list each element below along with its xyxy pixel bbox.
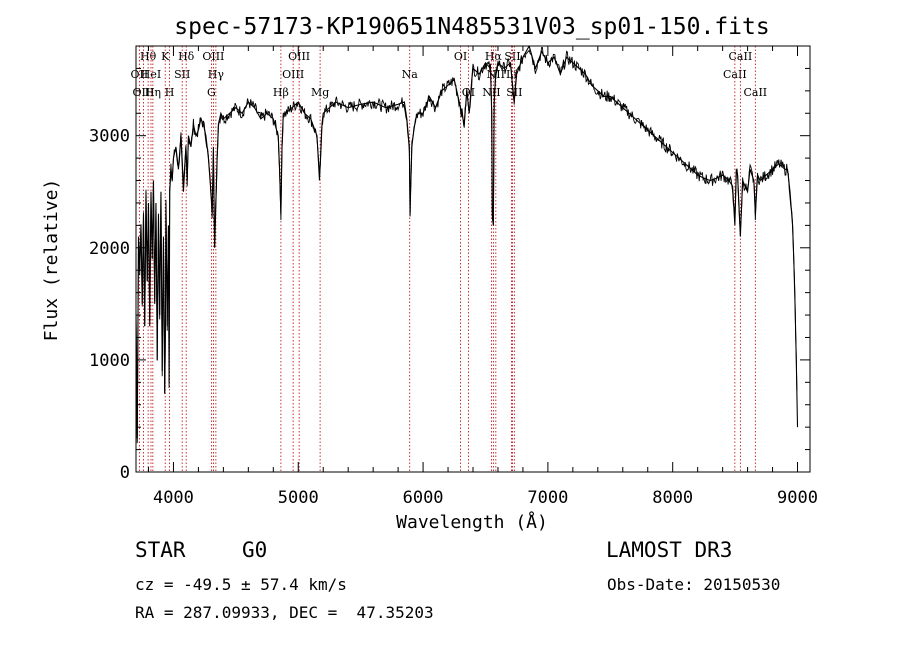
x-tick-label-2: 6000 <box>403 488 444 508</box>
marker-label-11: G <box>207 86 216 99</box>
marker-label-12: Hβ <box>273 86 289 99</box>
y-tick-label-1: 1000 <box>89 351 130 371</box>
marker-label-9: OIII <box>202 50 224 63</box>
marker-label-7: SII <box>174 68 190 81</box>
x-axis-label: Wavelength (Å) <box>396 511 548 533</box>
marker-label-3: HeI <box>141 68 161 81</box>
observation-date: Obs-Date: 20150530 <box>607 575 781 594</box>
marker-label-22: SII <box>504 50 520 63</box>
y-tick-label-3: 3000 <box>89 127 130 147</box>
x-tick-label-5: 9000 <box>777 488 818 508</box>
marker-label-15: Mg <box>311 86 329 99</box>
ra-dec: RA = 287.09933, DEC = 47.35203 <box>135 603 434 622</box>
marker-label-13: OIII <box>282 68 304 81</box>
marker-label-10: Hγ <box>208 68 225 81</box>
marker-label-25: CaII <box>723 68 747 81</box>
x-tick-label-1: 5000 <box>278 488 319 508</box>
marker-label-0: Hθ <box>140 50 157 63</box>
plot-area <box>136 46 799 444</box>
marker-label-2: OIII <box>132 86 154 99</box>
y-axis-label: Flux (relative) <box>41 179 62 342</box>
y-tick-label-2: 2000 <box>89 239 130 259</box>
survey-name: LAMOST DR3 <box>606 538 733 562</box>
marker-label-6: H <box>165 86 175 99</box>
redshift-cz: cz = -49.5 ± 57.4 km/s <box>135 575 347 594</box>
marker-label-8: Hδ <box>178 50 195 63</box>
x-tick-label-3: 7000 <box>527 488 568 508</box>
marker-label-4: Hη <box>145 86 161 99</box>
marker-label-26: CaII <box>729 50 753 63</box>
chart-title: spec-57173-KP190651N485531V03_sp01-150.f… <box>174 14 769 40</box>
marker-label-14: OIII <box>288 50 310 63</box>
object-subclass: G0 <box>242 538 268 562</box>
marker-label-27: CaII <box>743 86 767 99</box>
series-flux-noise <box>136 46 798 444</box>
axes: 4000 5000 6000 7000 8000 9000 0 1000 2000 3000 <box>89 45 818 508</box>
marker-label-19: Hα <box>485 50 503 63</box>
marker-label-5: K <box>161 50 170 63</box>
x-tick-label-0: 4000 <box>153 488 194 508</box>
x-tick-label-4: 8000 <box>652 488 693 508</box>
object-type: STAR <box>135 538 186 562</box>
marker-label-16: Na <box>402 68 419 81</box>
y-tick-label-0: 0 <box>120 463 130 483</box>
marker-label-18: OI <box>462 86 475 99</box>
marker-label-17: OI <box>454 50 467 63</box>
marker-label-24: SII <box>506 86 522 99</box>
